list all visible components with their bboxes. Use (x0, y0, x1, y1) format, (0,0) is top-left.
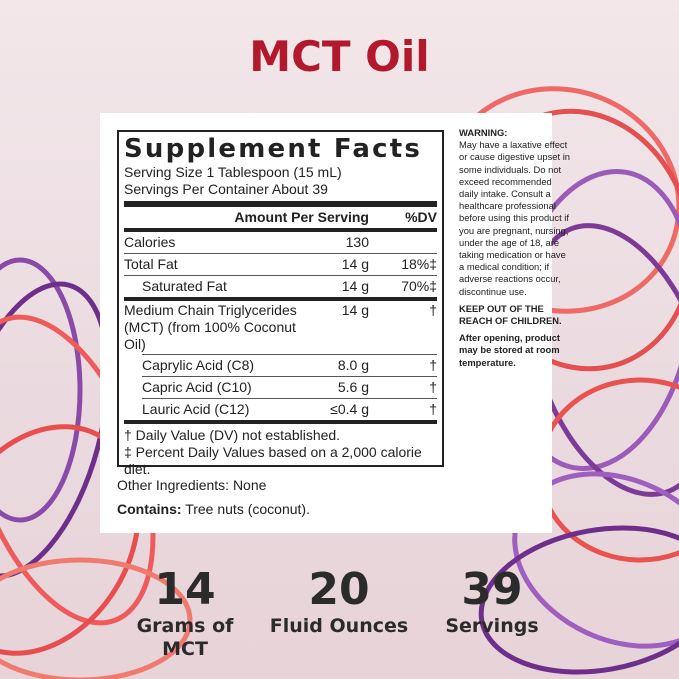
warning-text: May have a laxative effect or cause dige… (459, 139, 571, 297)
stat-grams: 14 Grams of MCT (136, 564, 234, 661)
facts-row: Medium Chain Triglycerides (MCT) (from 10… (124, 302, 437, 352)
facts-heading: Supplement Facts (124, 134, 423, 164)
storage-notice: After opening, product may be stored at … (459, 332, 561, 368)
keep-out-notice: KEEP OUT OF THE REACH OF CHILDREN. (459, 302, 562, 327)
facts-row: Capric Acid (C10) 5.6 g † (142, 376, 437, 398)
page-title: MCT Oil (249, 32, 430, 81)
warning-panel: WARNING: May have a laxative effect or c… (459, 127, 571, 374)
facts-header-row: Amount Per Serving %DV (124, 207, 437, 228)
warning-title: WARNING: (459, 127, 508, 138)
facts-row: Saturated Fat 14 g 70%‡ (124, 275, 437, 297)
col-dv: %DV (405, 209, 437, 225)
serving-size: Serving Size 1 Tablespoon (15 mL) (124, 164, 342, 180)
other-ingredients: Other Ingredients: None (117, 477, 267, 493)
facts-row: Caprylic Acid (C8) 8.0 g † (142, 354, 437, 376)
label-card: Supplement Facts Serving Size 1 Tablespo… (100, 113, 570, 533)
footnote-dv: † Daily Value (DV) not established. (124, 427, 341, 443)
footnote-percent: ‡ Percent Daily Values based on a 2,000 … (124, 444, 422, 477)
contains-statement: Contains: Tree nuts (coconut). (117, 501, 310, 517)
facts-row: Total Fat 14 g 18%‡ (124, 253, 437, 275)
facts-row: Calories 130 (124, 234, 369, 250)
facts-row: Lauric Acid (C12) ≤0.4 g † (142, 398, 437, 420)
stat-fluid-ounces: 20 Fluid Ounces (269, 564, 409, 638)
servings-per-container: Servings Per Container About 39 (124, 181, 328, 197)
supplement-facts-panel: Supplement Facts Serving Size 1 Tablespo… (117, 130, 444, 477)
stat-servings: 39 Servings (445, 564, 539, 638)
col-amount: Amount Per Serving (234, 209, 369, 225)
